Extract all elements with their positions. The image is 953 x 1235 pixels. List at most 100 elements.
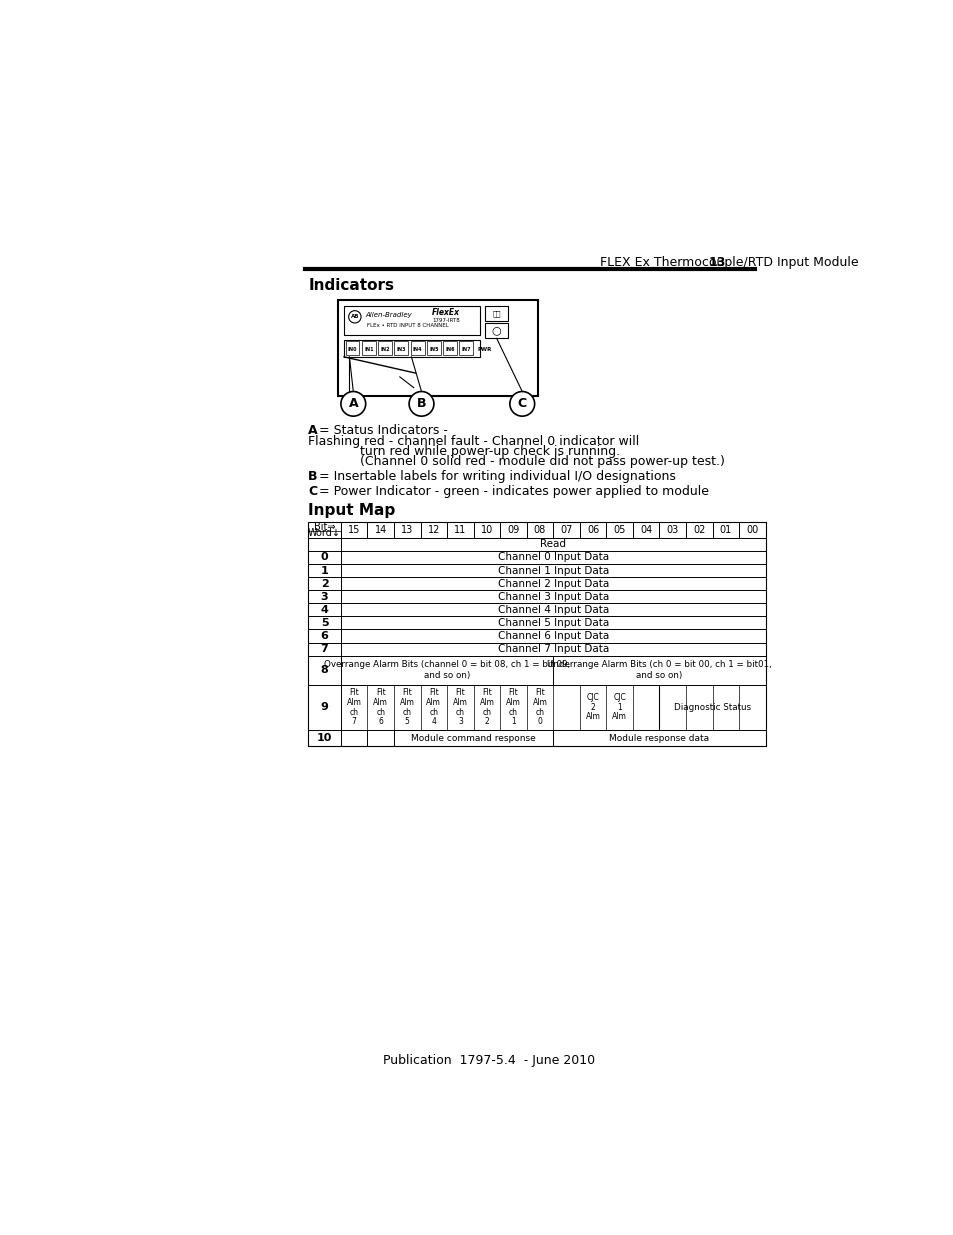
- Text: Channel 6 Input Data: Channel 6 Input Data: [497, 631, 608, 641]
- Text: 01: 01: [719, 525, 731, 535]
- Text: 05: 05: [613, 525, 625, 535]
- Text: 06: 06: [586, 525, 598, 535]
- Text: 1797-IRT8: 1797-IRT8: [432, 319, 459, 324]
- Text: 6: 6: [320, 631, 328, 641]
- Bar: [344, 306, 479, 336]
- Text: Word↓: Word↓: [308, 529, 341, 538]
- Circle shape: [409, 391, 434, 416]
- Text: IN0: IN0: [348, 347, 357, 352]
- Text: B: B: [308, 471, 317, 483]
- Text: B: B: [416, 398, 426, 410]
- Text: and so on): and so on): [423, 671, 470, 680]
- Text: C: C: [517, 398, 526, 410]
- Text: IN5: IN5: [429, 347, 438, 352]
- Text: 4: 4: [320, 605, 328, 615]
- Text: Flt
Alm
ch
2: Flt Alm ch 2: [479, 688, 494, 726]
- Circle shape: [340, 391, 365, 416]
- Text: Flt
Alm
ch
3: Flt Alm ch 3: [453, 688, 467, 726]
- Text: 11: 11: [454, 525, 466, 535]
- Text: and so on): and so on): [636, 671, 682, 680]
- Text: 5: 5: [320, 618, 328, 627]
- Text: Module response data: Module response data: [609, 734, 709, 742]
- Text: IN7: IN7: [461, 347, 471, 352]
- Text: 10: 10: [316, 734, 332, 743]
- Bar: [410, 341, 424, 356]
- Text: 02: 02: [692, 525, 704, 535]
- Text: Channel 2 Input Data: Channel 2 Input Data: [497, 579, 608, 589]
- Text: C: C: [308, 485, 317, 499]
- Text: FLEX Ex Thermocouple/RTD Input Module: FLEX Ex Thermocouple/RTD Input Module: [599, 256, 858, 269]
- Text: 15: 15: [348, 525, 360, 535]
- Circle shape: [348, 311, 360, 324]
- Text: = Status Indicators -: = Status Indicators -: [315, 424, 448, 437]
- Text: (Channel 0 solid red - module did not pass power-up test.): (Channel 0 solid red - module did not pa…: [308, 454, 724, 468]
- Bar: [443, 341, 456, 356]
- Text: Bit⇒: Bit⇒: [314, 522, 335, 532]
- Bar: [427, 341, 440, 356]
- Text: ⒺⓍ: ⒺⓍ: [492, 310, 500, 317]
- Text: 09: 09: [507, 525, 519, 535]
- Circle shape: [509, 391, 534, 416]
- Text: Channel 1 Input Data: Channel 1 Input Data: [497, 566, 608, 576]
- Text: Flt
Alm
ch
7: Flt Alm ch 7: [346, 688, 361, 726]
- Text: 04: 04: [639, 525, 652, 535]
- Text: 03: 03: [666, 525, 679, 535]
- Text: Indicators: Indicators: [308, 278, 394, 293]
- Text: 12: 12: [427, 525, 439, 535]
- Text: 9: 9: [320, 703, 328, 713]
- Text: 00: 00: [745, 525, 758, 535]
- Text: Flt
Alm
ch
0: Flt Alm ch 0: [532, 688, 547, 726]
- Text: A: A: [348, 398, 357, 410]
- Text: ○: ○: [492, 326, 501, 336]
- Text: IN3: IN3: [396, 347, 406, 352]
- Text: 1: 1: [320, 566, 328, 576]
- Text: FlexEx: FlexEx: [432, 309, 459, 317]
- Text: Channel 5 Input Data: Channel 5 Input Data: [497, 618, 608, 627]
- Text: Input Map: Input Map: [308, 503, 395, 517]
- Bar: [484, 306, 508, 321]
- Text: 2: 2: [320, 579, 328, 589]
- Text: Channel 7 Input Data: Channel 7 Input Data: [497, 645, 608, 655]
- Text: 08: 08: [534, 525, 545, 535]
- Text: Publication  1797-5.4  - June 2010: Publication 1797-5.4 - June 2010: [382, 1055, 595, 1067]
- Text: Flt
Alm
ch
6: Flt Alm ch 6: [373, 688, 388, 726]
- Bar: [308, 521, 765, 746]
- Text: AB: AB: [351, 315, 358, 320]
- Text: 13: 13: [400, 525, 413, 535]
- Text: Module command response: Module command response: [411, 734, 536, 742]
- Bar: [377, 341, 392, 356]
- Bar: [337, 300, 537, 396]
- Text: Flt
Alm
ch
1: Flt Alm ch 1: [505, 688, 520, 726]
- Bar: [459, 341, 473, 356]
- Text: Flt
Alm
ch
5: Flt Alm ch 5: [399, 688, 415, 726]
- Text: Allen-Bradley: Allen-Bradley: [365, 311, 412, 317]
- Text: CJC
2
Alm: CJC 2 Alm: [585, 693, 599, 721]
- Bar: [344, 340, 479, 357]
- Text: Flashing red - channel fault - Channel 0 indicator will: Flashing red - channel fault - Channel 0…: [308, 435, 639, 447]
- Text: Channel 0 Input Data: Channel 0 Input Data: [497, 552, 608, 562]
- Bar: [484, 324, 508, 338]
- Text: 14: 14: [375, 525, 386, 535]
- Text: Flt
Alm
ch
4: Flt Alm ch 4: [426, 688, 441, 726]
- Text: PWR: PWR: [477, 347, 492, 352]
- Text: = Power Indicator - green - indicates power applied to module: = Power Indicator - green - indicates po…: [315, 485, 709, 499]
- Text: Diagnostic Status: Diagnostic Status: [673, 703, 750, 711]
- Text: FLEx • RTD INPUT 8 CHANNEL: FLEx • RTD INPUT 8 CHANNEL: [366, 322, 448, 327]
- Text: 13: 13: [707, 256, 725, 269]
- Text: 07: 07: [559, 525, 572, 535]
- Text: A: A: [308, 424, 317, 437]
- Text: IN1: IN1: [364, 347, 374, 352]
- Text: IN4: IN4: [413, 347, 422, 352]
- Text: Overrange Alarm Bits (channel 0 = bit 08, ch 1 = bit 09,: Overrange Alarm Bits (channel 0 = bit 08…: [324, 661, 570, 669]
- Bar: [345, 341, 359, 356]
- Text: = Insertable labels for writing individual I/O designations: = Insertable labels for writing individu…: [315, 471, 676, 483]
- Text: Channel 3 Input Data: Channel 3 Input Data: [497, 592, 608, 601]
- Text: 7: 7: [320, 645, 328, 655]
- Text: Read: Read: [539, 540, 566, 550]
- Text: 3: 3: [320, 592, 328, 601]
- Text: CJC
1
Alm: CJC 1 Alm: [612, 693, 626, 721]
- Text: 0: 0: [320, 552, 328, 562]
- Text: turn red while power-up check is running.: turn red while power-up check is running…: [308, 445, 619, 458]
- Text: IN6: IN6: [445, 347, 455, 352]
- Text: Channel 4 Input Data: Channel 4 Input Data: [497, 605, 608, 615]
